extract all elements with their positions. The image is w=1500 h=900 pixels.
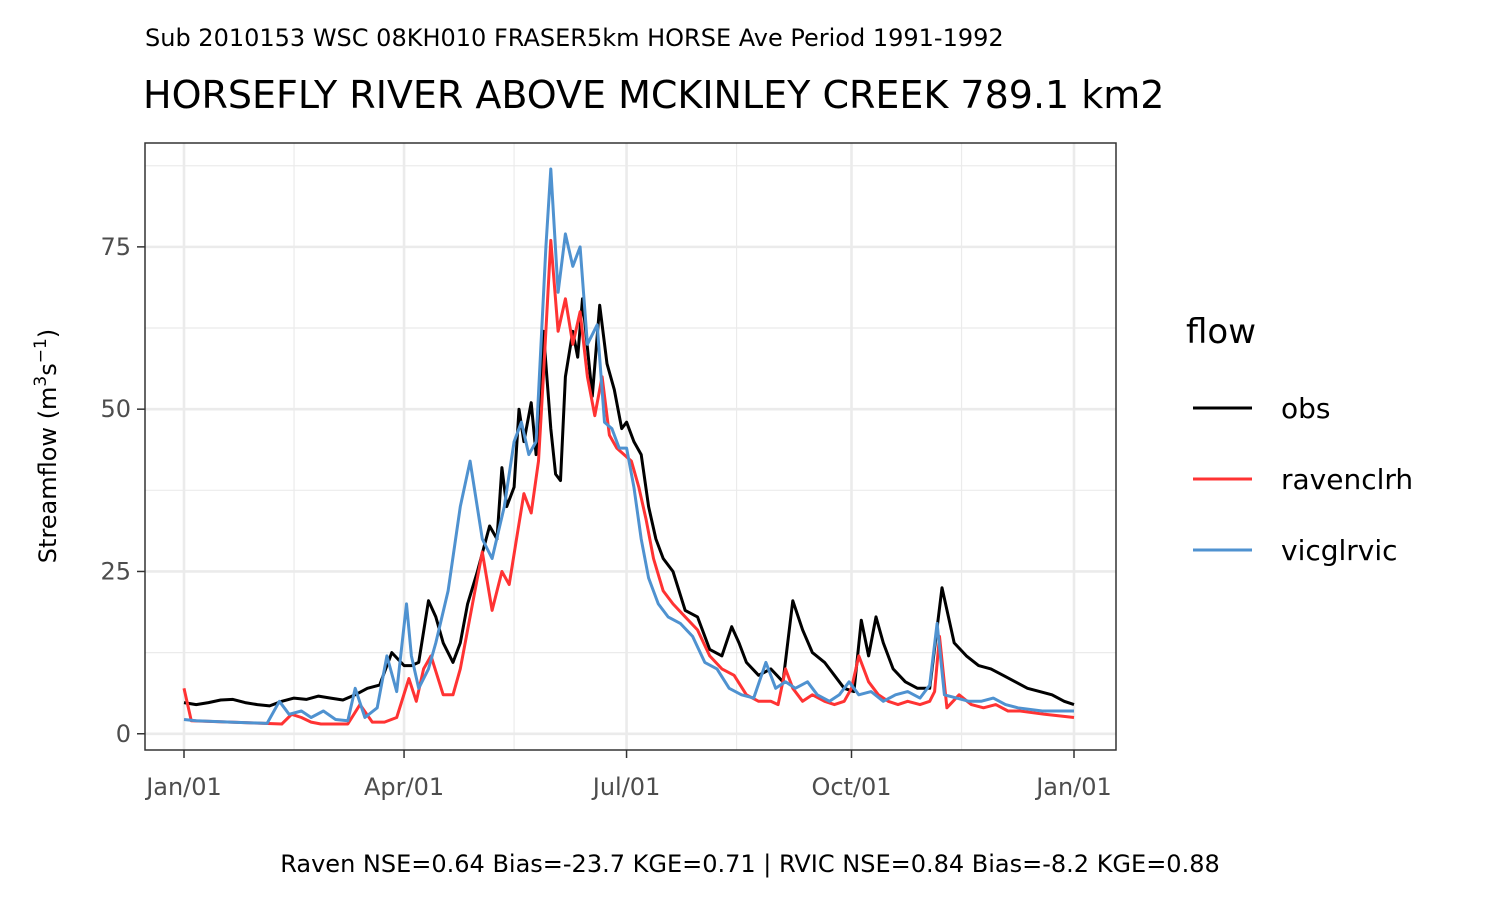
x-tick-label: Apr/01 xyxy=(364,773,444,801)
plot-border xyxy=(144,142,1117,751)
y-axis-title: Streamflow (m3s−1) xyxy=(31,329,62,563)
x-tick-label: Oct/01 xyxy=(811,773,891,801)
x-axis: Jan/01 Apr/01 Jul/01 Oct/01 Jan/01 xyxy=(144,750,1112,801)
legend-label-obs: obs xyxy=(1281,392,1331,425)
plot-panel xyxy=(145,143,1116,750)
chart-caption: Raven NSE=0.64 Bias=-23.7 KGE=0.71 | RVI… xyxy=(280,850,1220,878)
series-line-obs xyxy=(183,297,1075,708)
y-axis-title-unit: s xyxy=(34,363,62,376)
chart-subtitle: Sub 2010153 WSC 08KH010 FRASER5km HORSE … xyxy=(145,24,1004,52)
major-gridlines xyxy=(145,143,1116,750)
x-tick-label: Jan/01 xyxy=(1034,773,1112,801)
y-tick-label: 50 xyxy=(100,395,131,423)
legend-label-vicglrvic: vicglrvic xyxy=(1281,534,1398,567)
legend: obs ravenclrh vicglrvic xyxy=(1193,392,1413,567)
y-axis-title-exp2: −1 xyxy=(31,338,51,363)
y-axis-title-close: ) xyxy=(34,329,62,338)
y-axis-title-main: Streamflow (m xyxy=(34,387,62,564)
legend-label-ravenclrh: ravenclrh xyxy=(1281,463,1413,496)
x-tick-label: Jul/01 xyxy=(591,773,661,801)
series-line-vicglrvic xyxy=(183,167,1074,725)
legend-title: flow xyxy=(1186,312,1256,352)
series-lines xyxy=(182,167,1075,726)
y-axis: 0 25 50 75 xyxy=(100,233,145,748)
y-axis-title-exp1: 3 xyxy=(31,376,51,387)
y-tick-label: 25 xyxy=(100,557,131,585)
y-tick-label: 0 xyxy=(116,720,131,748)
y-tick-label: 75 xyxy=(100,233,131,261)
chart-title: HORSEFLY RIVER ABOVE MCKINLEY CREEK 789.… xyxy=(143,73,1164,117)
x-tick-label: Jan/01 xyxy=(144,773,222,801)
